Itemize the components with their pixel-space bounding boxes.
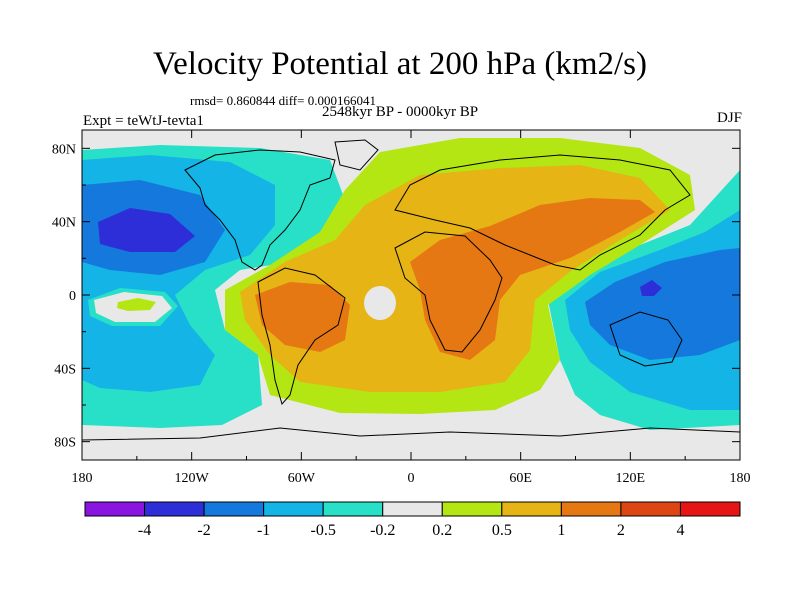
colorbar-swatch: [382, 501, 443, 517]
colorbar-swatch: [560, 501, 622, 517]
colorbar-swatch: [84, 501, 146, 517]
lon-tick-label: 120W: [175, 471, 210, 486]
lon-tick-label: 180: [72, 471, 93, 486]
colorbar-swatch: [263, 501, 324, 517]
coast-antarctica: [82, 427, 740, 441]
colorbar-swatch: [620, 501, 681, 517]
lon-tick-label: 0: [408, 471, 415, 486]
lat-tick-label: 40N: [52, 216, 76, 231]
pacific-pocket-yellowgreen: [117, 298, 156, 311]
lon-tick-label: 60W: [288, 471, 316, 486]
colorbar-label: -1: [257, 522, 270, 539]
stats-line: rmsd= 0.860844 diff= 0.000166041: [190, 93, 376, 108]
contour-field: [82, 130, 740, 460]
positive-orange: [410, 198, 655, 360]
colorbar-label: 1: [557, 522, 565, 539]
experiment-label: Expt = teWtJ-tevta1: [83, 113, 204, 129]
pacific-negative-darkblue: [98, 208, 195, 252]
colorbar-swatch: [144, 501, 205, 517]
colorbar-label: 0.2: [432, 522, 452, 539]
lon-tick-label: 180: [730, 471, 751, 486]
lon-tick-label: 60E: [509, 471, 532, 486]
map-title: Velocity Potential at 200 hPa (km2/s): [152, 46, 648, 82]
longitude-axis: 180 120W 60W 0 60E 120E 180: [72, 130, 751, 486]
colorbar-label: -0.2: [370, 522, 395, 539]
season-label: DJF: [716, 110, 742, 126]
colorbar-swatch: [203, 501, 265, 517]
period-subtitle: 2548kyr BP - 0000kyr BP: [322, 104, 479, 120]
lat-tick-label: 80S: [54, 436, 76, 451]
colorbar-swatch: [501, 501, 562, 517]
colorbar-label: 2: [617, 522, 625, 539]
lat-tick-label: 0: [69, 289, 76, 304]
latitude-axis: 80N 40N 0 40S 80S: [52, 142, 740, 451]
colorbar-swatch: [679, 501, 741, 517]
indopacific-negative-blue: [585, 248, 740, 360]
coastlines: [82, 139, 740, 441]
maritime-continent-darkblue: [640, 280, 662, 296]
coast-africa: [394, 231, 503, 353]
colorbar: -4 -2 -1 -0.5 -0.2 0.2 0.5 1 2 4: [84, 501, 741, 539]
coast-greenland: [334, 139, 379, 171]
lat-tick-label: 40S: [54, 362, 76, 377]
coast-south-america: [257, 267, 346, 406]
colorbar-swatch: [322, 501, 384, 517]
atlantic-neutral-hole: [364, 286, 396, 320]
colorbar-label: -2: [197, 522, 210, 539]
coast-australia: [609, 311, 683, 367]
colorbar-label: 0.5: [492, 522, 512, 539]
lat-tick-label: 80N: [52, 142, 76, 157]
coast-eurasia: [394, 154, 691, 271]
colorbar-label: -0.5: [311, 522, 336, 539]
colorbar-label: 4: [676, 522, 684, 539]
lon-tick-label: 120E: [616, 471, 646, 486]
coast-north-america: [184, 149, 336, 271]
southamerica-orange: [255, 282, 350, 352]
colorbar-swatch: [441, 501, 503, 517]
colorbar-label: -4: [138, 522, 151, 539]
